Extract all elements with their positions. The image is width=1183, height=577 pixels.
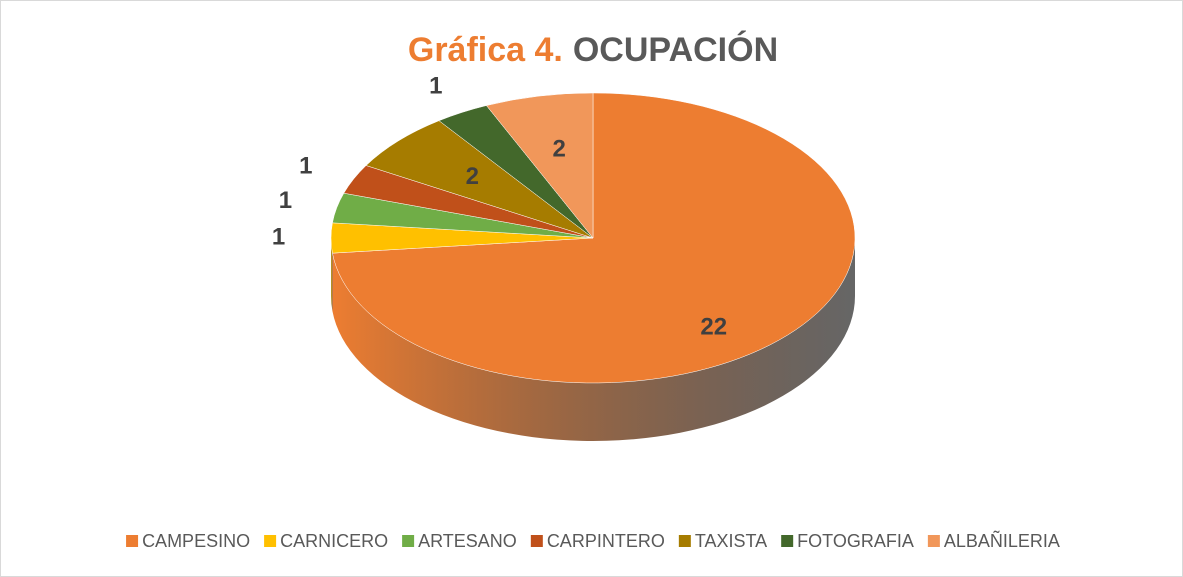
- legend-label: CARNICERO: [280, 531, 388, 551]
- legend-swatch: [530, 535, 543, 547]
- legend-label: CAMPESINO: [142, 531, 250, 551]
- legend-label: ARTESANO: [418, 531, 517, 551]
- data-label: 1: [272, 223, 285, 250]
- data-label: 1: [279, 187, 292, 214]
- legend-swatch: [927, 535, 940, 547]
- title-prefix: Gráfica 4.: [408, 31, 563, 69]
- legend-label: TAXISTA: [695, 531, 767, 551]
- data-label: 1: [299, 153, 312, 180]
- legend-swatch: [264, 535, 277, 547]
- data-label: 22: [700, 313, 727, 340]
- title-text: OCUPACIÓN: [573, 31, 778, 69]
- data-label: 2: [466, 163, 479, 190]
- slice-side: [331, 238, 333, 312]
- legend-label: CARPINTERO: [547, 531, 665, 551]
- legend-swatch: [402, 535, 415, 547]
- slice: [365, 120, 594, 239]
- data-label: 1: [429, 73, 442, 100]
- legend-swatch: [781, 535, 794, 547]
- legend-label: ALBAÑILERIA: [944, 530, 1060, 551]
- legend-label: FOTOGRAFIA: [797, 531, 914, 551]
- legend-swatch: [678, 535, 691, 547]
- slice: [485, 92, 594, 239]
- legend-swatch: [126, 535, 139, 547]
- slice: [332, 92, 856, 384]
- slice-side: [332, 238, 855, 441]
- chart-title: Gráfica 4. OCUPACIÓN: [408, 31, 778, 69]
- data-label: 2: [553, 135, 566, 162]
